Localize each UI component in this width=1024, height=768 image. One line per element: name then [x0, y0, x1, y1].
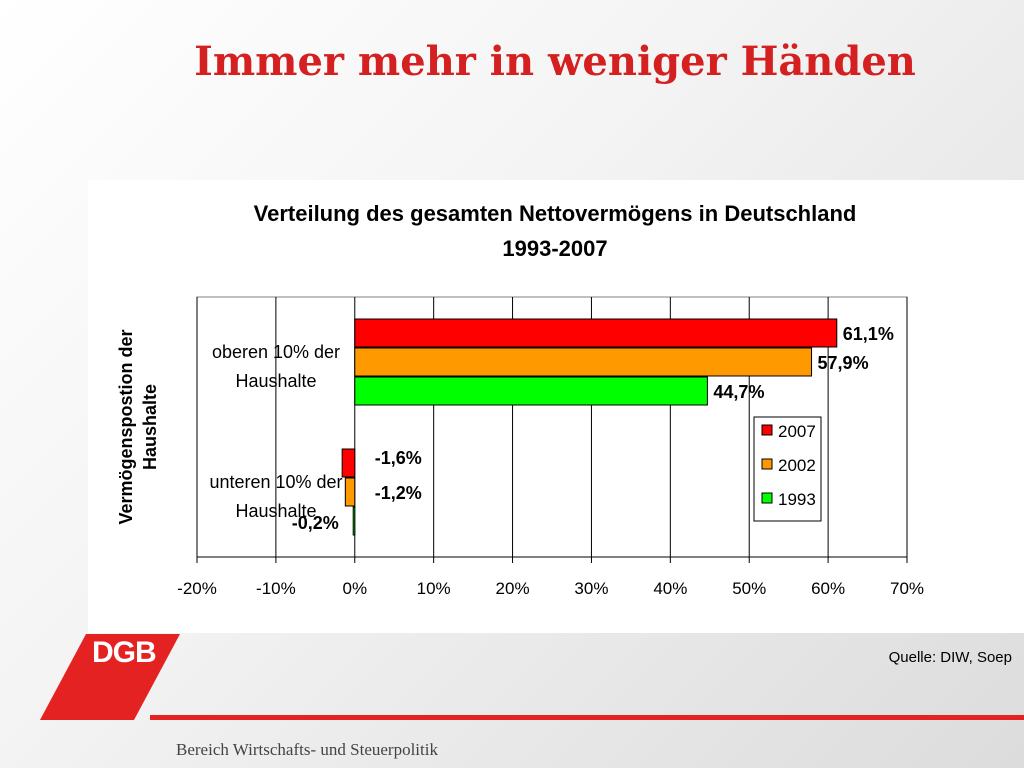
legend-label: 1993 [778, 490, 816, 509]
legend-swatch [761, 458, 773, 470]
y-axis-label: Haushalte [140, 384, 160, 470]
data-label: -1,2% [375, 483, 422, 503]
logo-text: DGB [92, 636, 157, 669]
x-tick-label: 60% [811, 579, 845, 598]
x-tick-label: 20% [496, 579, 530, 598]
chart-subtitle: 1993-2007 [502, 236, 607, 261]
legend-label: 2002 [778, 456, 816, 475]
x-tick-label: 70% [890, 579, 924, 598]
footer-text: Bereich Wirtschafts- und Steuerpolitik [176, 740, 438, 759]
x-tick-label: 50% [732, 579, 766, 598]
category-label: Haushalte [235, 501, 316, 521]
bar [344, 477, 356, 507]
chart-panel: Verteilung des gesamten Nettovermögens i… [88, 180, 1024, 633]
category-label: Haushalte [235, 371, 316, 391]
bar [354, 347, 813, 377]
bar [352, 506, 356, 536]
data-label: 61,1% [843, 324, 894, 344]
x-tick-label: 0% [342, 579, 367, 598]
bar [354, 376, 708, 406]
category-label: oberen 10% der [212, 342, 340, 362]
bar [341, 448, 356, 478]
category-label: unteren 10% der [209, 472, 342, 492]
x-tick-label: 40% [653, 579, 687, 598]
x-tick-label: 30% [574, 579, 608, 598]
dgb-logo [40, 634, 180, 720]
legend-swatch [761, 492, 773, 504]
x-tick-label: -20% [177, 579, 217, 598]
source-note: Quelle: DIW, Soep [888, 649, 1012, 666]
data-label: -1,6% [375, 448, 422, 468]
legend-label: 2007 [778, 422, 816, 441]
bar [354, 318, 838, 348]
x-tick-label: -10% [256, 579, 296, 598]
data-label: 44,7% [713, 382, 764, 402]
data-label: -0,2% [292, 513, 339, 533]
x-tick-label: 10% [417, 579, 451, 598]
chart-title: Verteilung des gesamten Nettovermögens i… [254, 201, 857, 226]
legend-swatch [761, 424, 773, 436]
slide-title: Immer mehr in weniger Händen [194, 38, 916, 85]
footer-rule [150, 715, 1024, 720]
chart-svg: Verteilung des gesamten Nettovermögens i… [116, 201, 924, 598]
logo-shape [40, 634, 180, 720]
data-label: 57,9% [818, 353, 869, 373]
y-axis-label: Vermögenspostion der [116, 329, 136, 524]
